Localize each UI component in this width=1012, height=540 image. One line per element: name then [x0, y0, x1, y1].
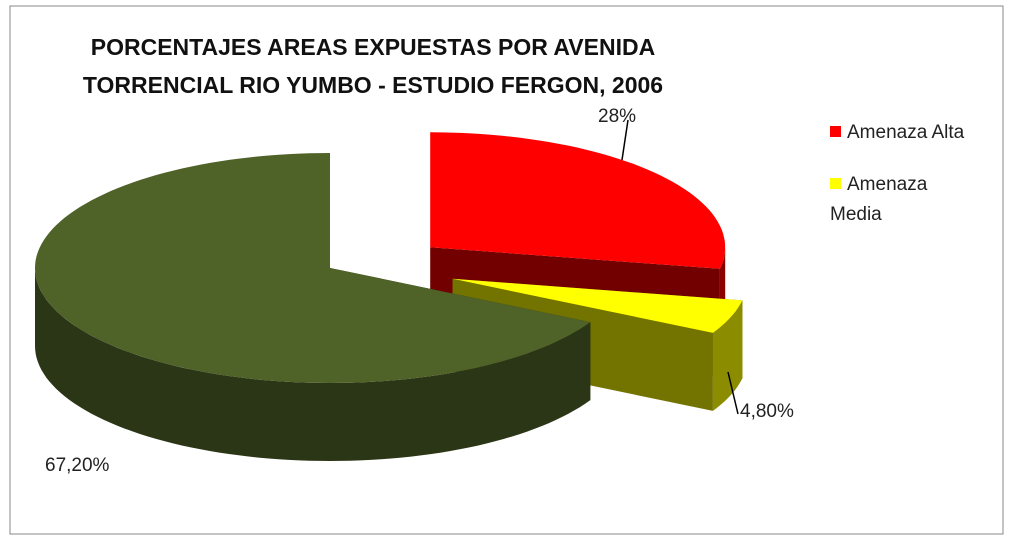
legend-item: Amenaza Alta: [830, 118, 995, 148]
legend-label: Amenaza Alta: [847, 122, 965, 143]
data-label: 67,20%: [45, 455, 110, 476]
legend-item: Amenaza Media: [830, 170, 960, 230]
pie-slice: [35, 153, 591, 383]
leader-line: [727, 371, 739, 415]
legend-label: Amenaza Media: [830, 174, 928, 225]
data-label: 4,80%: [740, 401, 794, 422]
legend-swatch: [830, 126, 841, 137]
leader-line: [621, 119, 629, 161]
slice-wall: [712, 300, 743, 411]
data-label: 28%: [598, 106, 636, 127]
slice-wall: [35, 268, 591, 461]
chart-title: PORCENTAJES AREAS EXPUESTAS POR AVENIDA …: [82, 34, 664, 98]
pie-slice: [430, 132, 726, 269]
legend-swatch: [830, 178, 841, 189]
pie-slice: [452, 278, 743, 333]
